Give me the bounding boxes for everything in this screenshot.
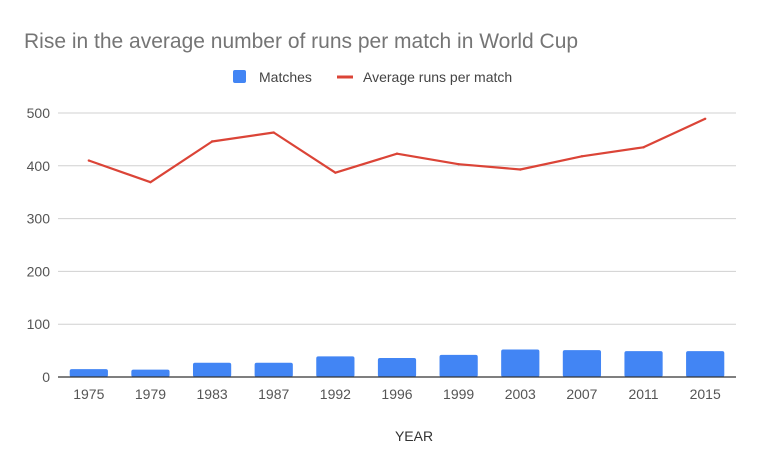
bar-matches (377, 357, 417, 377)
x-tick-label: 2003 (505, 386, 536, 402)
bar-matches (192, 362, 232, 377)
y-tick-label: 300 (27, 211, 51, 227)
gridlines (58, 112, 736, 325)
x-tick-label: 1996 (381, 386, 412, 402)
bars-matches (69, 349, 725, 377)
bar-matches (439, 354, 478, 377)
y-tick-label: 500 (27, 105, 51, 121)
line-average-runs-path (88, 117, 706, 184)
point-average-runs (519, 168, 522, 171)
bar-matches (316, 356, 355, 377)
legend-label-average-runs: Average runs per match (363, 69, 512, 85)
x-tick-label: 1983 (197, 386, 228, 402)
point-average-runs (334, 171, 337, 174)
legend-label-matches: Matches (259, 69, 312, 85)
x-tick-label: 2007 (566, 386, 597, 402)
x-tick-label: 1999 (443, 386, 474, 402)
bar-matches (686, 351, 725, 377)
y-tick-label: 100 (27, 316, 51, 332)
point-average-runs (642, 146, 645, 149)
bar-matches (69, 369, 108, 377)
legend-swatch-matches (233, 70, 246, 83)
x-tick-label: 1987 (258, 386, 289, 402)
x-tick-label: 1979 (135, 386, 166, 402)
x-tick-label: 2015 (690, 386, 721, 402)
x-tick-label: 1992 (320, 386, 351, 402)
point-average-runs (210, 140, 214, 143)
y-tick-label: 200 (27, 263, 51, 279)
point-average-runs (395, 152, 399, 155)
bar-matches (562, 350, 602, 377)
point-average-runs (703, 117, 707, 121)
legend: Matches Average runs per match (233, 69, 512, 85)
line-average-runs (87, 117, 707, 184)
bar-matches (131, 369, 170, 377)
bar-matches (624, 351, 663, 377)
x-axis-ticks: 1975 1979 1983 1987 1992 1996 1999 2003 2007 2011… (73, 386, 721, 402)
x-tick-label: 2011 (628, 386, 658, 402)
point-average-runs (457, 163, 460, 166)
x-axis-title: YEAR (395, 428, 433, 444)
y-axis-ticks: 0 100 200 300 400 500 (27, 105, 51, 385)
bar-matches (501, 349, 540, 377)
point-average-runs (272, 131, 275, 134)
bar-matches (254, 362, 293, 377)
point-average-runs (149, 180, 152, 184)
point-average-runs (580, 155, 584, 158)
chart-title: Rise in the average number of runs per m… (24, 30, 578, 53)
y-tick-label: 0 (42, 369, 50, 385)
point-average-runs (87, 159, 91, 162)
x-tick-label: 1975 (73, 386, 104, 402)
y-tick-label: 400 (27, 158, 51, 174)
